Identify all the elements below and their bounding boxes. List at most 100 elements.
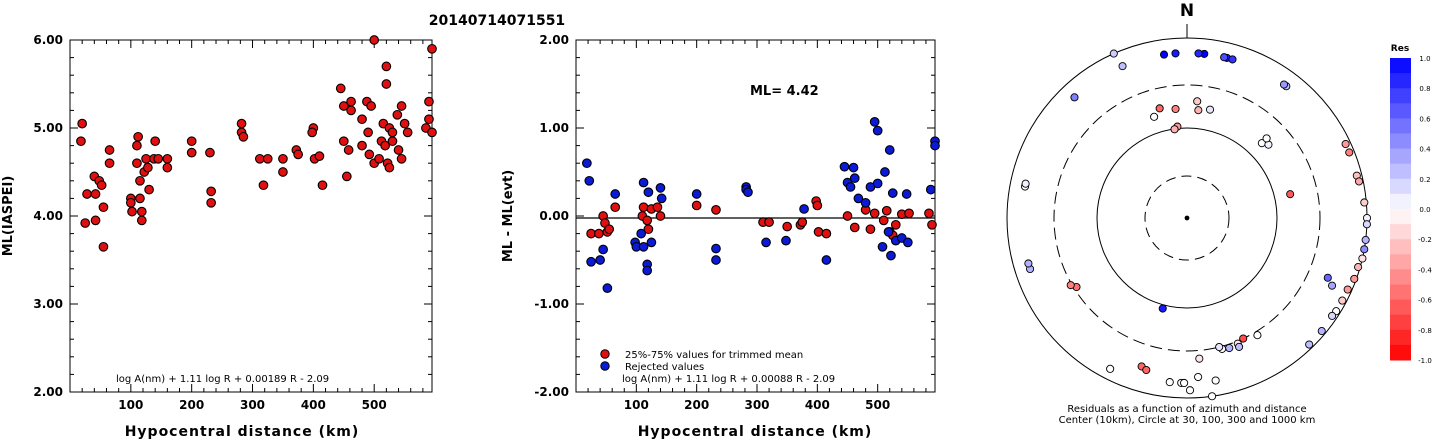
plot2-data-point [652, 202, 663, 213]
plot2-data-point [872, 125, 883, 136]
polar-station-point [1171, 49, 1180, 58]
plot2-data-point [761, 237, 771, 248]
plot1-data-point [387, 127, 398, 138]
plot1-data-point [381, 79, 392, 89]
plot1-data-point [162, 162, 173, 173]
polar-caption-line2: Center (10km), Circle at 30, 100, 300 an… [1059, 415, 1316, 426]
north-label: N [1180, 1, 1194, 21]
colorbar-cell [1390, 299, 1411, 316]
plot1-x-tick-label: 300 [240, 398, 265, 412]
plot1-data-point [104, 145, 115, 155]
plot1-data-point [369, 35, 380, 45]
plot1-data-point [396, 153, 407, 164]
plot2-data-point [927, 219, 937, 230]
legend-rejected-marker [600, 361, 610, 371]
polar-station-point [1165, 378, 1174, 387]
plot2-data-point [930, 140, 940, 151]
colorbar-cell [1390, 133, 1411, 150]
plot1-data-point [90, 189, 101, 199]
plot1-data-point [424, 114, 434, 125]
colorbar-cell [1390, 88, 1411, 104]
plot2-data-point [604, 224, 615, 235]
plot1-data-point [186, 136, 197, 147]
plot1-data-point [399, 118, 410, 129]
plot1-data-point [236, 118, 247, 129]
polar-station-point [1239, 334, 1248, 343]
plot2-data-point [595, 255, 605, 265]
plot2-y-axis-label: ML - ML(evt) [501, 170, 516, 262]
plot2-data-point [638, 202, 649, 213]
polar-station-point [1194, 372, 1203, 382]
plot2-data-point [878, 215, 889, 226]
plot2-x-tick-label: 200 [684, 398, 709, 412]
plot2-data-point [594, 228, 604, 239]
plot1-data-point [346, 105, 356, 116]
polar-station-point [1106, 364, 1115, 373]
plot1-data-point [343, 145, 354, 155]
colorbar-tick-label: -0.2 [1418, 236, 1432, 244]
polar-station-point [1225, 343, 1234, 353]
polar-station-point [1350, 274, 1359, 283]
colorbar-cell [1390, 329, 1411, 346]
plot2-data-point [610, 189, 621, 199]
plot2-data-point [582, 158, 592, 169]
plot2-data-point [904, 208, 914, 219]
plot1-data-point [144, 184, 154, 195]
plot1-data-point [278, 167, 288, 177]
plot1-data-point [77, 118, 88, 129]
colorbar-cell [1390, 254, 1411, 270]
colorbar-cell [1390, 284, 1411, 301]
plot2-data-point [865, 224, 876, 235]
polar-station-point [1253, 331, 1262, 340]
polar-station-point [1180, 378, 1189, 388]
plot1-data-point [132, 158, 142, 169]
plot1-data-point [153, 153, 164, 164]
plot2-data-point [839, 161, 850, 172]
polar-station-point [1360, 245, 1369, 254]
plot2-data-point [646, 237, 657, 248]
polar-station-point [1358, 254, 1367, 263]
polar-station-point [1345, 148, 1354, 157]
plot1-x-tick-label: 400 [301, 398, 326, 412]
polar-station-point [1361, 235, 1370, 244]
polar-station-point [1194, 106, 1203, 115]
colorbar-tick-label: 0.6 [1419, 115, 1431, 123]
plot1-data-point [387, 136, 398, 147]
plot1-data-point [133, 131, 143, 142]
plot1-y-tick-label: 2.00 [33, 385, 63, 399]
polar-station-point [1024, 259, 1033, 268]
residual-colorbar: Res 1.0 0.8 0.6 0.4 0.2 0.0 -0.2 -0.4 -0.6 -0.8 -1… [1390, 44, 1432, 365]
plot1-data-point [396, 101, 407, 111]
polar-station-point [1354, 263, 1363, 272]
polar-station-point [1323, 273, 1332, 282]
polar-station-point [1142, 365, 1151, 375]
plot1-data-point [374, 153, 384, 164]
plot2-data-point [743, 187, 753, 198]
plot1-y-tick-label: 3.00 [33, 297, 63, 311]
plot1-y-tick-label: 5.00 [33, 121, 63, 135]
polar-station-point [1109, 49, 1118, 58]
plot2-data-point [691, 189, 702, 199]
plot1-frame [69, 39, 433, 393]
plot2-data-point [711, 204, 721, 215]
polar-station-point [1354, 177, 1364, 186]
plot2-data-point [638, 177, 649, 188]
polar-station-point [1195, 354, 1204, 363]
polar-station-point [1305, 340, 1314, 349]
plot1-data-point [381, 61, 392, 72]
plot2-data-point [849, 222, 860, 233]
plot2-data-point [860, 197, 871, 208]
plot2-data-point [797, 217, 808, 228]
plot1-y-tick-label: 6.00 [33, 33, 63, 47]
plot2-data-point [821, 228, 832, 239]
residual-vs-distance-plot: 100 200 300 400 500 -2.00 -1.00 0.00 1.00 2.00 ML… [501, 33, 940, 440]
plot1-data-point [162, 153, 173, 164]
colorbar-tick-label: -0.4 [1418, 266, 1432, 274]
plot2-data-point [642, 265, 653, 276]
polar-station-point [1235, 342, 1244, 351]
plot1-data-point [314, 151, 325, 162]
plot2-x-tick-label: 500 [865, 398, 890, 412]
plot1-data-point [341, 171, 352, 182]
polar-station-point [1328, 311, 1337, 320]
